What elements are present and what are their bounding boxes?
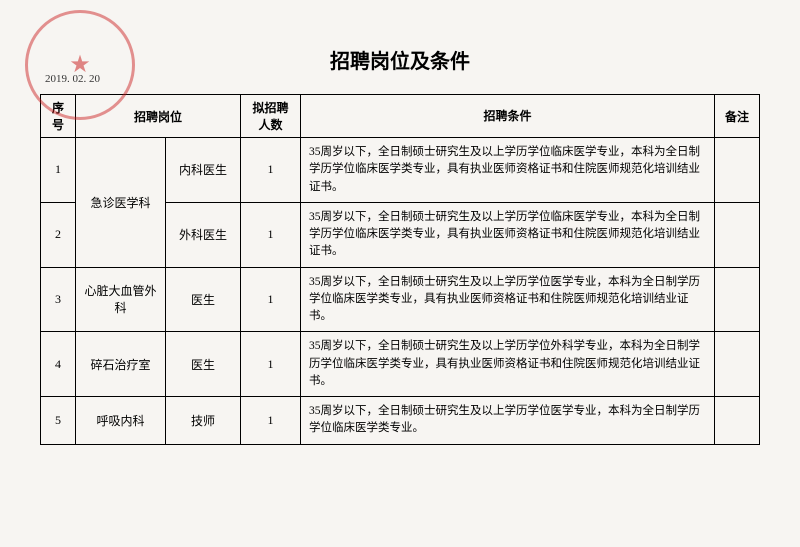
header-count: 拟招聘人数 [241, 95, 301, 138]
recruitment-table: 序号 招聘岗位 拟招聘人数 招聘条件 备注 1 急诊医学科 内科医生 1 35周… [40, 94, 760, 445]
table-row: 1 急诊医学科 内科医生 1 35周岁以下，全日制硕士研究生及以上学历学位临床医… [41, 138, 760, 203]
cell-requirements: 35周岁以下，全日制硕士研究生及以上学历学位外科学专业，本科为全日制学历学位临床… [301, 332, 715, 397]
cell-note [715, 138, 760, 203]
cell-role: 内科医生 [166, 138, 241, 203]
header-requirements: 招聘条件 [301, 95, 715, 138]
cell-seq: 1 [41, 138, 76, 203]
table-row: 5 呼吸内科 技师 1 35周岁以下，全日制硕士研究生及以上学历学位医学专业，本… [41, 397, 760, 445]
cell-count: 1 [241, 267, 301, 332]
table-row: 4 碎石治疗室 医生 1 35周岁以下，全日制硕士研究生及以上学历学位外科学专业… [41, 332, 760, 397]
cell-dept: 心脏大血管外科 [76, 267, 166, 332]
cell-note [715, 332, 760, 397]
cell-requirements: 35周岁以下，全日制硕士研究生及以上学历学位临床医学专业，本科为全日制学历学位临… [301, 138, 715, 203]
cell-dept: 急诊医学科 [76, 138, 166, 268]
header-note: 备注 [715, 95, 760, 138]
cell-note [715, 267, 760, 332]
header-seq: 序号 [41, 95, 76, 138]
cell-count: 1 [241, 202, 301, 267]
cell-role: 医生 [166, 267, 241, 332]
cell-requirements: 35周岁以下，全日制硕士研究生及以上学历学位医学专业，本科为全日制学历学位临床医… [301, 267, 715, 332]
cell-note [715, 397, 760, 445]
cell-count: 1 [241, 397, 301, 445]
cell-seq: 4 [41, 332, 76, 397]
cell-role: 医生 [166, 332, 241, 397]
cell-seq: 2 [41, 202, 76, 267]
cell-role: 外科医生 [166, 202, 241, 267]
cell-seq: 5 [41, 397, 76, 445]
table-row: 3 心脏大血管外科 医生 1 35周岁以下，全日制硕士研究生及以上学历学位医学专… [41, 267, 760, 332]
table-header-row: 序号 招聘岗位 拟招聘人数 招聘条件 备注 [41, 95, 760, 138]
cell-count: 1 [241, 332, 301, 397]
document-date: 2019. 02. 20 [45, 73, 100, 85]
cell-dept: 碎石治疗室 [76, 332, 166, 397]
cell-seq: 3 [41, 267, 76, 332]
cell-note [715, 202, 760, 267]
cell-dept: 呼吸内科 [76, 397, 166, 445]
cell-count: 1 [241, 138, 301, 203]
cell-requirements: 35周岁以下，全日制硕士研究生及以上学历学位医学专业，本科为全日制学历学位临床医… [301, 397, 715, 445]
cell-role: 技师 [166, 397, 241, 445]
page-title: 招聘岗位及条件 [40, 45, 760, 74]
header-position: 招聘岗位 [76, 95, 241, 138]
cell-requirements: 35周岁以下，全日制硕士研究生及以上学历学位临床医学专业，本科为全日制学历学位临… [301, 202, 715, 267]
